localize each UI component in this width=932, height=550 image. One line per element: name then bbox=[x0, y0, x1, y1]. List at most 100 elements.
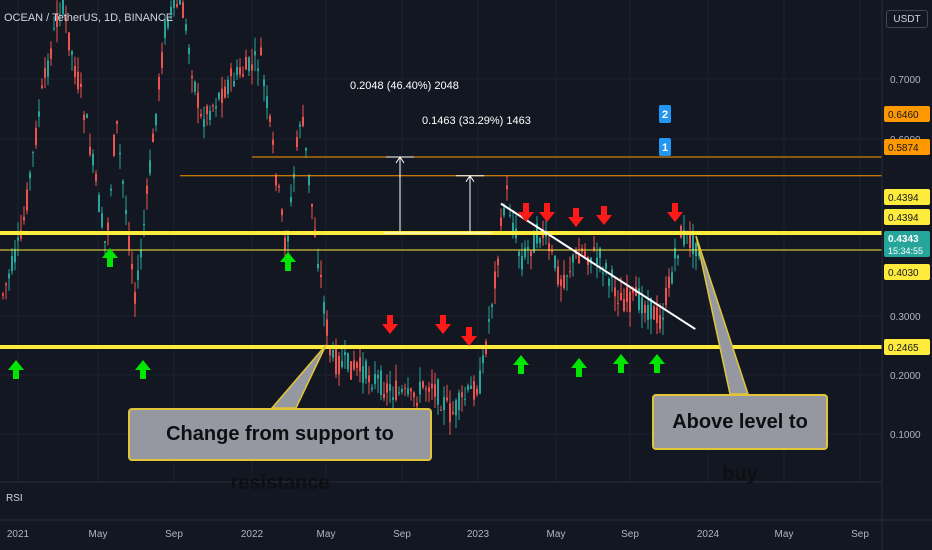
candle-body bbox=[251, 64, 253, 71]
callout-support-to-resistance: Change from support to resistance bbox=[128, 408, 432, 494]
candle-body bbox=[518, 251, 520, 256]
time-axis-label: May bbox=[547, 529, 566, 540]
down-arrow bbox=[518, 203, 534, 222]
up-arrow bbox=[513, 355, 529, 374]
candle-body bbox=[158, 77, 160, 90]
candle-body bbox=[155, 113, 157, 126]
candle-body bbox=[329, 347, 331, 356]
candle-body bbox=[653, 306, 655, 320]
candle-body bbox=[41, 85, 43, 88]
candle-body bbox=[464, 399, 466, 401]
candle-body bbox=[431, 383, 433, 389]
candle-body bbox=[212, 105, 214, 107]
candle-body bbox=[104, 241, 106, 243]
candle-body bbox=[32, 152, 34, 154]
candle-body bbox=[317, 263, 319, 269]
candle-body bbox=[470, 385, 472, 390]
candle-body bbox=[380, 370, 382, 396]
candle-body bbox=[623, 298, 625, 312]
candle-body bbox=[338, 355, 340, 375]
candle-body bbox=[44, 68, 46, 78]
time-axis-label: May bbox=[317, 529, 336, 540]
candle-body bbox=[656, 307, 658, 324]
price-tag-label: 0.2465 bbox=[888, 343, 919, 354]
candle-body bbox=[662, 317, 664, 320]
candle-body bbox=[506, 185, 508, 190]
candle-body bbox=[68, 32, 70, 51]
candle-body bbox=[446, 397, 448, 401]
candle-body bbox=[215, 106, 217, 109]
candle-body bbox=[62, 0, 64, 14]
candle-body bbox=[95, 173, 97, 182]
candle-body bbox=[242, 74, 244, 77]
measure-label: 0.2048 (46.40%) 2048 bbox=[350, 80, 459, 92]
candle-body bbox=[638, 288, 640, 311]
callout-pointer bbox=[270, 344, 327, 409]
candle-body bbox=[248, 57, 250, 72]
candle-body bbox=[125, 209, 127, 215]
candle-body bbox=[491, 304, 493, 308]
symbol-title: OCEAN / TetherUS, 1D, BINANCE bbox=[4, 12, 174, 24]
candle-body bbox=[65, 16, 67, 22]
candle-body bbox=[500, 217, 502, 226]
candle-body bbox=[416, 402, 418, 406]
candle-body bbox=[323, 301, 325, 314]
candle-body bbox=[116, 120, 118, 124]
candle-body bbox=[503, 207, 505, 216]
candle-body bbox=[578, 253, 580, 264]
candle-body bbox=[665, 288, 667, 306]
candle-body bbox=[161, 52, 163, 68]
down-arrow bbox=[435, 315, 451, 334]
price-tag bbox=[884, 209, 930, 225]
candle-body bbox=[698, 251, 700, 257]
candle-body bbox=[233, 80, 235, 87]
candle-body bbox=[533, 232, 535, 253]
candle-body bbox=[629, 291, 631, 313]
price-tag-label: 0.4394 bbox=[888, 213, 919, 224]
candle-body bbox=[563, 274, 565, 288]
candle-body bbox=[455, 400, 457, 416]
candle-body bbox=[476, 388, 478, 395]
candle-body bbox=[275, 174, 277, 186]
candle-body bbox=[497, 258, 499, 266]
measurement-tools: 0.2048 (46.40%) 2048 0.1463 (33.29%) 1463 bbox=[350, 80, 531, 234]
candle-body bbox=[128, 235, 130, 250]
candle-body bbox=[593, 247, 595, 251]
trendline bbox=[500, 202, 696, 330]
candle-body bbox=[149, 160, 151, 174]
candle-body bbox=[398, 392, 400, 394]
candle-body bbox=[584, 251, 586, 257]
candle-body bbox=[257, 68, 259, 72]
candle-body bbox=[356, 362, 358, 368]
candle-body bbox=[17, 237, 19, 241]
candle-body bbox=[383, 393, 385, 398]
candle-body bbox=[386, 383, 388, 393]
candle-body bbox=[659, 315, 661, 329]
candle-body bbox=[281, 209, 283, 216]
time-axis-label: 2022 bbox=[241, 529, 264, 540]
candle-body bbox=[107, 222, 109, 231]
candle-body bbox=[302, 117, 304, 127]
candle-body bbox=[395, 380, 397, 400]
rsi-indicator-label: RSI bbox=[6, 493, 23, 504]
candle-body bbox=[188, 47, 190, 55]
candle-body bbox=[287, 235, 289, 242]
candle-body bbox=[359, 357, 361, 372]
down-arrow bbox=[382, 315, 398, 334]
candle-body bbox=[119, 152, 121, 155]
time-axis-label: May bbox=[775, 529, 794, 540]
currency-button[interactable]: USDT bbox=[886, 10, 928, 28]
down-arrow bbox=[596, 206, 612, 225]
up-arrow bbox=[613, 354, 629, 373]
candle-body bbox=[206, 106, 208, 115]
candle-body bbox=[410, 388, 412, 392]
candle-body bbox=[152, 133, 154, 143]
candle-body bbox=[347, 352, 349, 370]
price-tag-label: 0.4394 bbox=[888, 193, 919, 204]
candle-body bbox=[644, 304, 646, 313]
candle-body bbox=[689, 234, 691, 249]
candle-body bbox=[269, 115, 271, 122]
candle-body bbox=[626, 287, 628, 303]
